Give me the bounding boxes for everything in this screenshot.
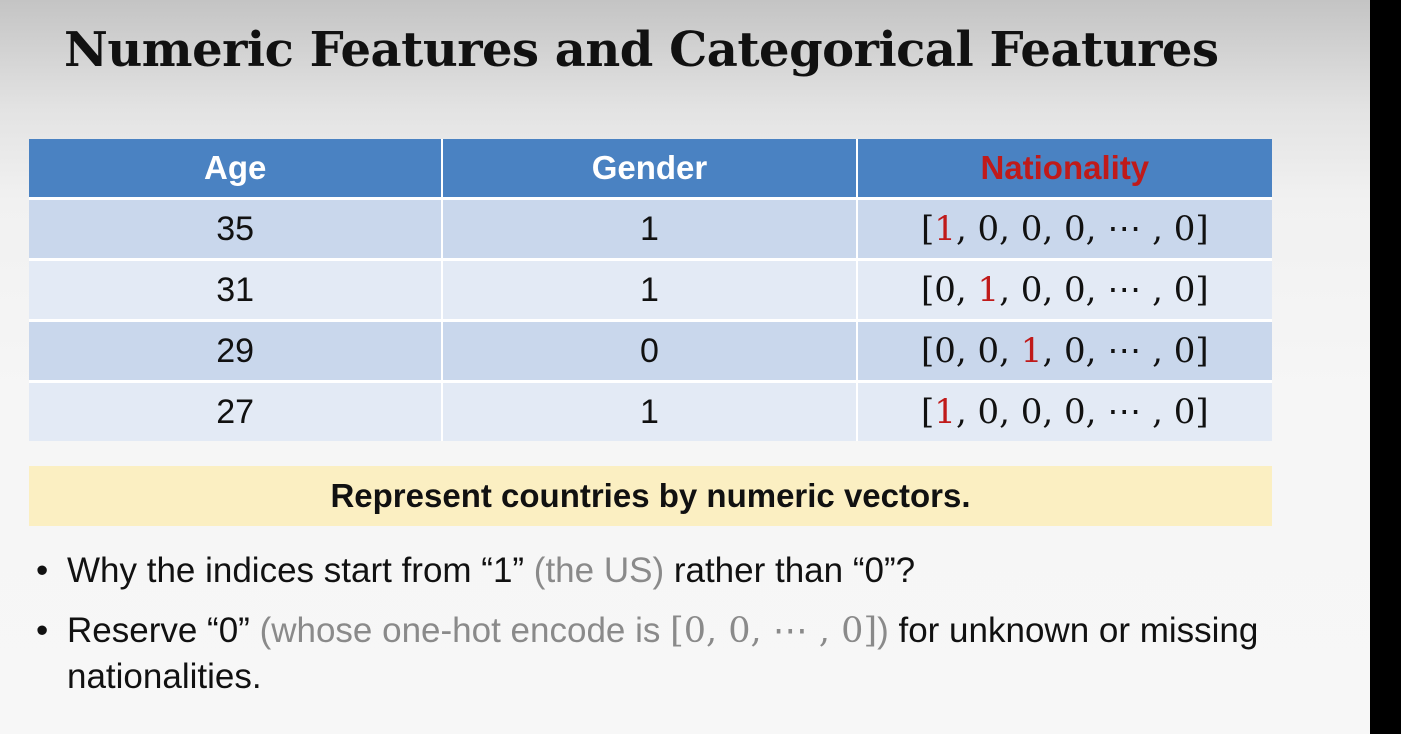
- age-cell: 29: [29, 322, 444, 383]
- table-row: 27 1 [1, 0, 0, 0, ⋯ , 0]: [29, 383, 1272, 441]
- gender-cell: 0: [443, 322, 858, 383]
- table-header-row: Age Gender Nationality: [29, 139, 1272, 200]
- slide: Numeric Features and Categorical Feature…: [0, 0, 1370, 734]
- bullet-text: Why the indices start from “1”: [67, 551, 534, 590]
- bullet-dot: •: [36, 551, 49, 590]
- zero-vector-math: [0, 0, ⋯ , 0]: [670, 611, 878, 651]
- bullet-item: • Why the indices start from “1” (the US)…: [36, 548, 1296, 594]
- bullet-text: rather than “0”?: [664, 551, 916, 590]
- header-nationality: Nationality: [857, 139, 1272, 200]
- gender-cell: 1: [443, 200, 858, 261]
- nationality-vector: [1, 0, 0, 0, ⋯ , 0]: [857, 383, 1272, 441]
- gender-cell: 1: [443, 261, 858, 322]
- bullet-aside: (the US): [533, 551, 665, 590]
- vector-suffix: , 0, 0, 0, ⋯ , 0]: [955, 392, 1209, 432]
- bullet-item: • Reserve “0” (whose one-hot encode is [0…: [36, 608, 1296, 700]
- callout-box: Represent countries by numeric vectors.: [29, 466, 1272, 526]
- bullet-list: • Why the indices start from “1” (the US)…: [36, 548, 1296, 714]
- header-age: Age: [29, 139, 444, 200]
- age-cell: 31: [29, 261, 444, 322]
- features-table: Age Gender Nationality 35 1 [1, 0, 0, 0,…: [29, 139, 1272, 441]
- header-gender: Gender: [443, 139, 858, 200]
- vector-hot-index: 1: [934, 392, 956, 432]
- vector-hot-index: 1: [977, 270, 1000, 310]
- vector-prefix: [: [921, 392, 935, 432]
- slide-title: Numeric Features and Categorical Feature…: [64, 22, 1219, 78]
- bullet-dot: •: [36, 611, 49, 650]
- bullet-text: Reserve “0”: [67, 611, 260, 650]
- vector-hot-index: 1: [1020, 331, 1043, 371]
- vector-prefix: [0, 0,: [921, 331, 1021, 371]
- vector-suffix: , 0, 0, ⋯ , 0]: [999, 270, 1209, 310]
- table-row: 29 0 [0, 0, 1, 0, ⋯ , 0]: [29, 322, 1272, 383]
- table-row: 31 1 [0, 1, 0, 0, ⋯ , 0]: [29, 261, 1272, 322]
- bullet-aside-close: ): [877, 611, 889, 650]
- gender-cell: 1: [443, 383, 858, 441]
- bullet-aside: (whose one-hot encode is: [259, 611, 671, 650]
- bullet-text: for unknown or missing nationalities.: [67, 611, 1259, 696]
- callout-text: Represent countries by numeric vectors.: [330, 477, 971, 514]
- nationality-vector: [1, 0, 0, 0, ⋯ , 0]: [857, 200, 1272, 261]
- age-cell: 27: [29, 383, 444, 441]
- vector-prefix: [0,: [921, 270, 978, 310]
- vector-prefix: [: [921, 209, 935, 249]
- nationality-vector: [0, 0, 1, 0, ⋯ , 0]: [857, 322, 1272, 383]
- vector-suffix: , 0, ⋯ , 0]: [1042, 331, 1209, 371]
- vector-hot-index: 1: [934, 209, 956, 249]
- age-cell: 35: [29, 200, 444, 261]
- vector-suffix: , 0, 0, 0, ⋯ , 0]: [955, 209, 1209, 249]
- nationality-vector: [0, 1, 0, 0, ⋯ , 0]: [857, 261, 1272, 322]
- table-row: 35 1 [1, 0, 0, 0, ⋯ , 0]: [29, 200, 1272, 261]
